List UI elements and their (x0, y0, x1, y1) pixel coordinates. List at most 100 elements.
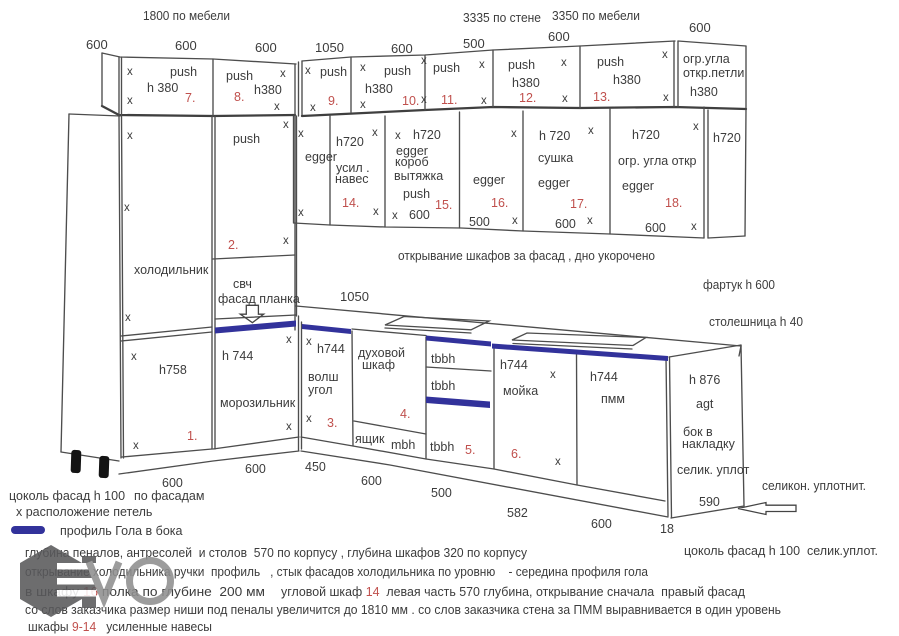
svg-text:push: push (226, 69, 253, 83)
svg-text:x: x (392, 210, 398, 222)
svg-text:h720: h720 (632, 128, 660, 142)
svg-text:накладку: накладку (682, 437, 736, 451)
svg-text:морозильник: морозильник (220, 396, 296, 410)
svg-text:1050: 1050 (340, 289, 369, 304)
svg-text:push: push (320, 65, 347, 79)
svg-text:фасад планка: фасад планка (218, 292, 300, 306)
svg-text:короб: короб (395, 155, 429, 169)
svg-text:600: 600 (361, 474, 382, 488)
svg-text:x: x (124, 202, 130, 214)
svg-text:холодильник: холодильник (134, 263, 209, 277)
svg-text:tbbh: tbbh (430, 440, 454, 454)
svg-text:h380: h380 (254, 83, 282, 97)
svg-text:x: x (127, 130, 133, 142)
svg-text:h 744: h 744 (222, 349, 253, 363)
svg-text:600: 600 (555, 217, 576, 231)
svg-text:x: x (662, 49, 668, 61)
svg-text:со слов заказчика размер ниши: со слов заказчика размер ниши под пеналы… (25, 602, 781, 617)
svg-text:x: x (421, 94, 427, 106)
svg-text:18: 18 (660, 522, 674, 536)
svg-text:h 380: h 380 (147, 81, 178, 95)
svg-text:1050: 1050 (315, 40, 344, 55)
svg-text:600: 600 (245, 462, 266, 476)
svg-text:х расположение петель: х расположение петель (16, 505, 152, 519)
svg-text:x: x (421, 55, 427, 67)
svg-text:волш: волш (308, 370, 339, 384)
svg-text:x: x (360, 62, 366, 74)
svg-text:1800 по мебели: 1800 по мебели (143, 8, 230, 23)
svg-text:x: x (131, 351, 137, 363)
svg-text:6.: 6. (511, 447, 521, 461)
svg-text:ящик: ящик (355, 432, 385, 446)
svg-text:угол: угол (308, 383, 333, 397)
svg-text:10.: 10. (402, 94, 419, 108)
svg-text:x: x (127, 66, 133, 78)
svg-text:селик.уплот.: селик.уплот. (807, 544, 878, 558)
svg-text:x: x (306, 413, 312, 425)
svg-text:свч: свч (233, 277, 252, 291)
svg-text:x: x (298, 207, 304, 219)
svg-text:push: push (508, 58, 535, 72)
svg-text:x: x (306, 336, 312, 348)
svg-text:600: 600 (175, 38, 197, 53)
svg-text:угловой шкаф 14 левая часть 5: угловой шкаф 14 левая часть 570 глубина,… (281, 584, 745, 599)
svg-text:x: x (274, 101, 280, 113)
svg-text:11.: 11. (441, 93, 457, 107)
svg-text:x: x (286, 421, 292, 433)
svg-text:egger: egger (538, 176, 570, 190)
svg-text:1.: 1. (187, 429, 197, 443)
svg-text:мойка: мойка (503, 384, 538, 398)
svg-text:цоколь фасад h 100: цоколь фасад h 100 (684, 544, 800, 558)
svg-text:600: 600 (391, 41, 413, 56)
svg-text:mbh: mbh (391, 438, 415, 452)
svg-text:12.: 12. (519, 91, 536, 105)
svg-text:x: x (125, 312, 131, 324)
svg-text:tbbh: tbbh (431, 379, 455, 393)
svg-text:профиль Гола в бока: профиль Гола в бока (60, 524, 183, 538)
svg-text:x: x (283, 235, 289, 247)
svg-text:по фасадам: по фасадам (134, 489, 204, 503)
svg-text:5.: 5. (465, 443, 475, 457)
svg-text:13.: 13. (593, 90, 610, 104)
svg-text:h720: h720 (713, 131, 741, 145)
svg-text:h380: h380 (365, 82, 393, 96)
svg-text:усил .: усил . (336, 161, 370, 175)
svg-text:x: x (555, 456, 561, 468)
svg-text:x: x (587, 215, 593, 227)
svg-text:450: 450 (305, 460, 326, 474)
svg-text:пмм: пмм (601, 392, 625, 406)
svg-text:x: x (280, 68, 286, 80)
svg-text:h380: h380 (690, 85, 718, 99)
svg-text:590: 590 (699, 495, 720, 509)
svg-text:x: x (562, 93, 568, 105)
svg-text:h744: h744 (590, 370, 618, 384)
svg-text:600: 600 (689, 20, 711, 35)
svg-text:600: 600 (255, 40, 277, 55)
svg-text:17.: 17. (570, 197, 587, 211)
svg-text:h720: h720 (413, 128, 441, 142)
svg-text:шкаф: шкаф (362, 358, 395, 372)
svg-text:600: 600 (548, 29, 570, 44)
svg-text:16.: 16. (491, 196, 508, 210)
svg-text:h380: h380 (512, 76, 540, 90)
svg-text:h 720: h 720 (539, 129, 570, 143)
svg-text:x: x (283, 119, 289, 131)
svg-text:глубина пеналов, антресолей и: глубина пеналов, антресолей и столов 570… (25, 545, 527, 560)
svg-text:цоколь фасад h 100: цоколь фасад h 100 (9, 489, 125, 503)
svg-text:навес: навес (335, 172, 369, 186)
svg-text:18.: 18. (665, 196, 682, 210)
svg-text:сушка: сушка (538, 151, 573, 165)
svg-text:селик. уплот: селик. уплот (677, 463, 750, 477)
svg-text:x: x (511, 128, 517, 140)
svg-text:push: push (597, 55, 624, 69)
svg-text:x: x (373, 206, 379, 218)
svg-text:egger: egger (396, 144, 428, 158)
svg-text:x: x (395, 130, 401, 142)
svg-text:3335 по стене: 3335 по стене (463, 10, 541, 25)
svg-text:открывание холодильника ручки: открывание холодильника ручки профиль , … (25, 564, 649, 579)
svg-text:h380: h380 (613, 73, 641, 87)
svg-text:7.: 7. (185, 91, 195, 105)
svg-text:3350 по мебели: 3350 по мебели (552, 8, 640, 23)
svg-text:бок в: бок в (683, 425, 713, 439)
svg-text:x: x (360, 99, 366, 111)
